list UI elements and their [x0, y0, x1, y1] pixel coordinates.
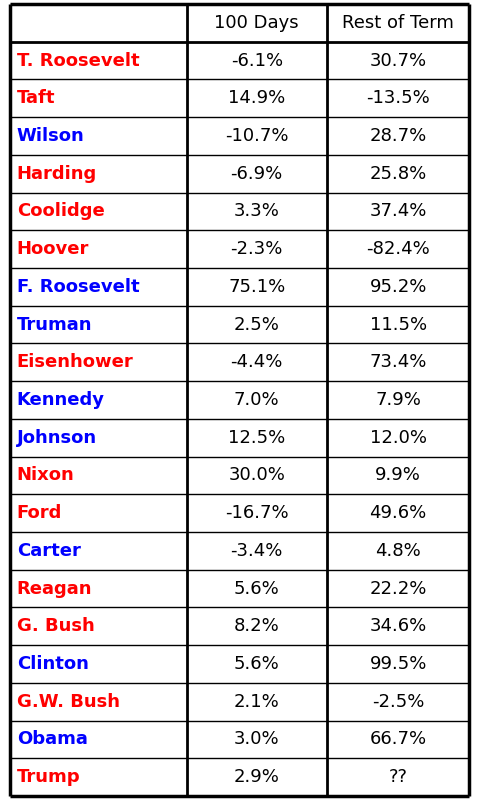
Text: 8.2%: 8.2%: [234, 618, 280, 635]
Text: 4.8%: 4.8%: [375, 542, 421, 560]
Text: 37.4%: 37.4%: [369, 202, 427, 221]
Text: 75.1%: 75.1%: [228, 278, 285, 296]
Text: Truman: Truman: [17, 315, 92, 334]
Text: T. Roosevelt: T. Roosevelt: [17, 51, 139, 70]
Text: 7.0%: 7.0%: [234, 391, 280, 409]
Text: -10.7%: -10.7%: [225, 127, 288, 145]
Text: 12.0%: 12.0%: [370, 429, 427, 446]
Text: Johnson: Johnson: [17, 429, 97, 446]
Text: -82.4%: -82.4%: [366, 240, 430, 258]
Text: -6.1%: -6.1%: [231, 51, 283, 70]
Text: 3.0%: 3.0%: [234, 730, 280, 749]
Text: 25.8%: 25.8%: [369, 165, 427, 182]
Text: Rest of Term: Rest of Term: [342, 14, 454, 32]
Text: Trump: Trump: [17, 768, 80, 786]
Text: F. Roosevelt: F. Roosevelt: [17, 278, 139, 296]
Text: G.W. Bush: G.W. Bush: [17, 693, 120, 710]
Text: 3.3%: 3.3%: [234, 202, 280, 221]
Text: 12.5%: 12.5%: [228, 429, 285, 446]
Text: Hoover: Hoover: [17, 240, 89, 258]
Text: Reagan: Reagan: [17, 579, 92, 598]
Text: 2.9%: 2.9%: [234, 768, 280, 786]
Text: Coolidge: Coolidge: [17, 202, 104, 221]
Text: Nixon: Nixon: [17, 466, 75, 485]
Text: 30.0%: 30.0%: [228, 466, 285, 485]
Text: 100 Days: 100 Days: [215, 14, 299, 32]
Text: -6.9%: -6.9%: [230, 165, 283, 182]
Text: Kennedy: Kennedy: [17, 391, 105, 409]
Text: 28.7%: 28.7%: [369, 127, 427, 145]
Text: 30.7%: 30.7%: [370, 51, 427, 70]
Text: 49.6%: 49.6%: [369, 504, 427, 522]
Text: Eisenhower: Eisenhower: [17, 354, 134, 371]
Text: ??: ??: [388, 768, 408, 786]
Text: 66.7%: 66.7%: [370, 730, 427, 749]
Text: 7.9%: 7.9%: [375, 391, 421, 409]
Text: 22.2%: 22.2%: [369, 579, 427, 598]
Text: 99.5%: 99.5%: [369, 655, 427, 673]
Text: Ford: Ford: [17, 504, 62, 522]
Text: -2.3%: -2.3%: [230, 240, 283, 258]
Text: Wilson: Wilson: [17, 127, 84, 145]
Text: 14.9%: 14.9%: [228, 90, 285, 107]
Text: -4.4%: -4.4%: [230, 354, 283, 371]
Text: -2.5%: -2.5%: [372, 693, 424, 710]
Text: Carter: Carter: [17, 542, 80, 560]
Text: 5.6%: 5.6%: [234, 579, 280, 598]
Text: 5.6%: 5.6%: [234, 655, 280, 673]
Text: 73.4%: 73.4%: [369, 354, 427, 371]
Text: 2.1%: 2.1%: [234, 693, 280, 710]
Text: -16.7%: -16.7%: [225, 504, 288, 522]
Text: Taft: Taft: [17, 90, 55, 107]
Text: G. Bush: G. Bush: [17, 618, 94, 635]
Text: 95.2%: 95.2%: [369, 278, 427, 296]
Text: Harding: Harding: [17, 165, 97, 182]
Text: Clinton: Clinton: [17, 655, 89, 673]
Text: 11.5%: 11.5%: [370, 315, 427, 334]
Text: Obama: Obama: [17, 730, 88, 749]
Text: 34.6%: 34.6%: [369, 618, 427, 635]
Text: 2.5%: 2.5%: [234, 315, 280, 334]
Text: -13.5%: -13.5%: [366, 90, 430, 107]
Text: 9.9%: 9.9%: [375, 466, 421, 485]
Text: -3.4%: -3.4%: [230, 542, 283, 560]
